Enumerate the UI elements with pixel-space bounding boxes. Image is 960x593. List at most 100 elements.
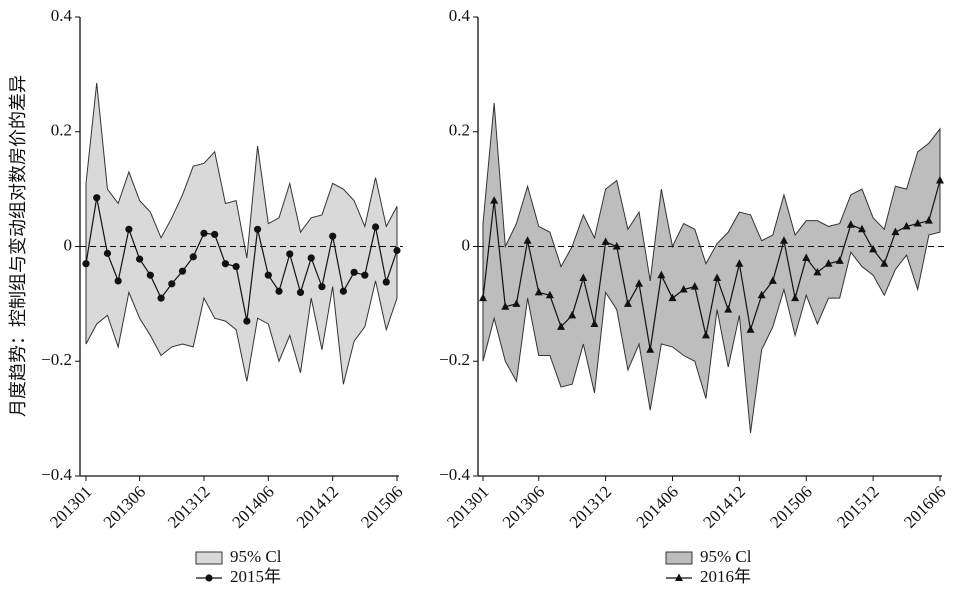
x-tick-label: 201406 [228,482,277,531]
point [545,290,554,299]
point [612,242,621,250]
point [178,267,187,275]
point [902,221,911,230]
x-tick-label: 201412 [293,482,342,531]
point [393,246,401,255]
point [869,244,878,253]
point [253,225,262,233]
point [350,268,358,276]
point [757,290,766,299]
point [824,259,833,267]
point [512,299,521,307]
point [157,294,165,302]
point [146,271,154,279]
point [924,216,933,224]
point [501,302,510,310]
point [296,288,305,296]
point [779,236,788,244]
y-tick-label: 0.2 [51,121,72,140]
point [880,259,889,267]
y-axis-label: 月度趋势：控制组与变动组对数房价的差异 [8,75,28,417]
point [857,224,866,233]
legend-marker [675,573,683,581]
point [835,256,844,264]
y-tick-label: 0.4 [449,6,471,25]
point [168,280,176,288]
x-tick-label: 201301 [443,482,492,531]
y-tick-label: 0.2 [449,121,470,140]
point [200,229,208,237]
x-tick-label: 201312 [566,482,615,531]
point [125,225,133,233]
point [936,176,944,184]
line [482,180,941,350]
point [534,287,543,296]
point [221,260,230,268]
line [85,197,398,322]
point [382,278,390,286]
x-tick-label: 201306 [499,482,548,531]
point [735,259,744,267]
y-tick-label: 0.4 [51,6,73,25]
ci-band [482,103,941,434]
point [768,276,777,284]
point [657,270,666,279]
point [791,293,800,302]
point [891,227,900,236]
point [802,253,811,261]
legend-label: 2016年 [700,567,751,586]
point [189,253,197,261]
point [490,196,499,204]
point [523,236,532,244]
point [635,279,644,287]
x-tick-label: 201312 [164,482,213,531]
point [339,287,347,295]
y-tick-label: 0 [64,235,73,254]
point [264,271,272,279]
point [82,260,90,268]
y-tick-label: −0.2 [41,350,72,369]
legend-marker [205,574,213,582]
point [579,273,588,282]
point [93,194,101,202]
point [713,273,722,282]
point [557,322,566,330]
point [275,287,283,295]
x-tick-label: 201406 [633,482,682,531]
point [243,317,251,325]
point [103,249,112,257]
point [679,285,688,293]
x-tick-label: 201506 [357,482,406,531]
point [114,277,122,285]
point [361,271,369,279]
point [668,293,677,302]
point [307,254,315,262]
point [136,255,144,263]
y-tick-label: 0 [462,235,471,254]
legend-swatch [195,551,223,565]
x-tick-label: 201512 [833,482,882,531]
point [701,330,710,339]
y-tick-label: −0.2 [439,350,470,369]
point [211,230,219,239]
point [746,325,755,333]
point [913,219,922,227]
legend-swatch [665,551,693,565]
point [590,319,599,327]
point [568,310,577,319]
point [601,237,610,245]
y-tick-label: −0.4 [41,465,72,484]
point [318,283,326,291]
ci-band [85,82,398,385]
point [646,345,655,353]
legend-label: 95% Cl [700,547,752,566]
point [813,267,822,276]
point [329,232,337,240]
legend-label: 2015年 [230,567,281,586]
point [286,250,294,258]
y-tick-label: −0.4 [439,465,470,484]
point [232,262,240,271]
point [846,220,855,228]
point [623,299,632,307]
